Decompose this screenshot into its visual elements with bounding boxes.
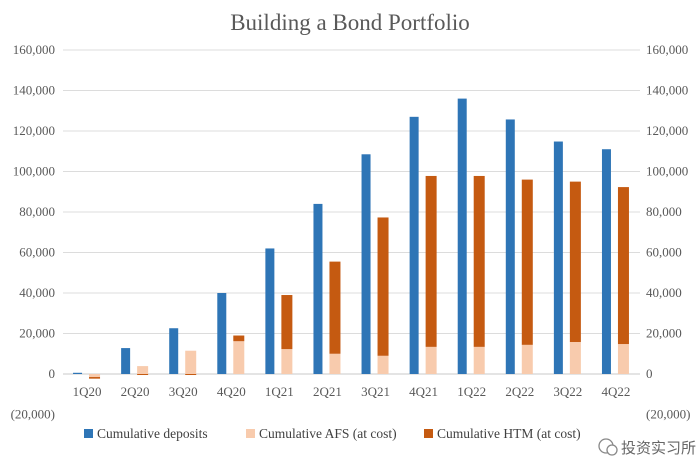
bar-afs	[473, 346, 485, 374]
y-tick-right: 120,000	[646, 123, 688, 138]
bar-htm	[281, 295, 293, 350]
y-tick-left: 120,000	[13, 123, 55, 138]
chart-title: Building a Bond Portfolio	[230, 10, 470, 35]
bar-deposits	[265, 248, 275, 374]
x-tick-label: 1Q22	[457, 384, 486, 399]
y-tick-left: 40,000	[19, 285, 55, 300]
y-tick-left: 160,000	[13, 42, 55, 57]
bar-htm	[617, 187, 629, 345]
x-tick-label: 3Q21	[361, 384, 390, 399]
legend-label: Cumulative HTM (at cost)	[437, 426, 581, 441]
bar-htm	[233, 335, 245, 342]
bar-deposits	[313, 203, 323, 374]
watermark-text: 投资实习所	[621, 439, 696, 457]
bar-afs	[377, 355, 389, 374]
bar-afs	[569, 342, 581, 374]
x-tick-label: 2Q21	[313, 384, 342, 399]
x-tick-label: 3Q22	[553, 384, 582, 399]
bar-afs	[185, 350, 197, 374]
bar-afs	[89, 374, 101, 378]
bar-htm	[329, 261, 341, 354]
bar-deposits	[361, 154, 371, 374]
y-tick-left: 60,000	[19, 245, 55, 260]
x-tick-label: 2Q20	[121, 384, 150, 399]
x-tick-label: 1Q20	[73, 384, 102, 399]
bar-htm	[185, 374, 197, 376]
bar-htm	[89, 377, 101, 379]
bar-deposits	[505, 119, 515, 375]
y-tick-left: 140,000	[13, 83, 55, 98]
legend-label: Cumulative AFS (at cost)	[259, 426, 397, 441]
bar-deposits	[217, 293, 227, 374]
watermark: 投资实习所	[598, 438, 696, 457]
y-tick-right: 60,000	[646, 245, 682, 260]
y-tick-right: 0	[646, 366, 653, 381]
bar-deposits	[601, 149, 611, 374]
x-tick-label: 4Q21	[409, 384, 438, 399]
bar-htm	[137, 374, 149, 376]
y-tick-right: 20,000	[646, 326, 682, 341]
bar-htm	[569, 181, 581, 343]
y-tick-right: 100,000	[646, 164, 688, 179]
legend-swatch	[424, 429, 433, 438]
bar-afs	[281, 349, 293, 374]
y-tick-left: 80,000	[19, 204, 55, 219]
x-tick-label: 3Q20	[169, 384, 198, 399]
legend-label: Cumulative deposits	[97, 426, 208, 441]
bar-htm	[521, 179, 533, 345]
bar-deposits	[73, 372, 83, 374]
bar-deposits	[409, 116, 419, 374]
x-tick-label: 1Q21	[265, 384, 294, 399]
bar-deposits	[553, 141, 563, 374]
bar-afs	[329, 353, 341, 374]
y-tick-right: 80,000	[646, 204, 682, 219]
y-tick-right: 140,000	[646, 83, 688, 98]
y-tick-right: 160,000	[646, 42, 688, 57]
y-tick-right: (20,000)	[646, 407, 690, 422]
y-tick-right: 40,000	[646, 285, 682, 300]
x-tick-label: 4Q20	[217, 384, 246, 399]
y-tick-left: (20,000)	[11, 407, 55, 422]
bar-deposits	[169, 328, 179, 374]
legend-swatch	[246, 429, 255, 438]
bar-afs	[617, 344, 629, 374]
y-tick-left: 20,000	[19, 326, 55, 341]
bar-afs	[425, 346, 437, 374]
bar-htm	[473, 175, 485, 347]
bar-deposits	[457, 98, 467, 374]
bar-afs	[137, 366, 149, 374]
x-tick-label: 4Q22	[602, 384, 631, 399]
bar-htm	[377, 217, 389, 356]
bar-afs	[521, 344, 533, 374]
bar-htm	[425, 175, 437, 347]
y-tick-left: 100,000	[13, 164, 55, 179]
x-tick-label: 2Q22	[505, 384, 534, 399]
y-tick-left: 0	[49, 366, 56, 381]
legend-swatch	[84, 429, 93, 438]
bar-deposits	[121, 348, 131, 374]
bar-afs	[233, 341, 245, 374]
